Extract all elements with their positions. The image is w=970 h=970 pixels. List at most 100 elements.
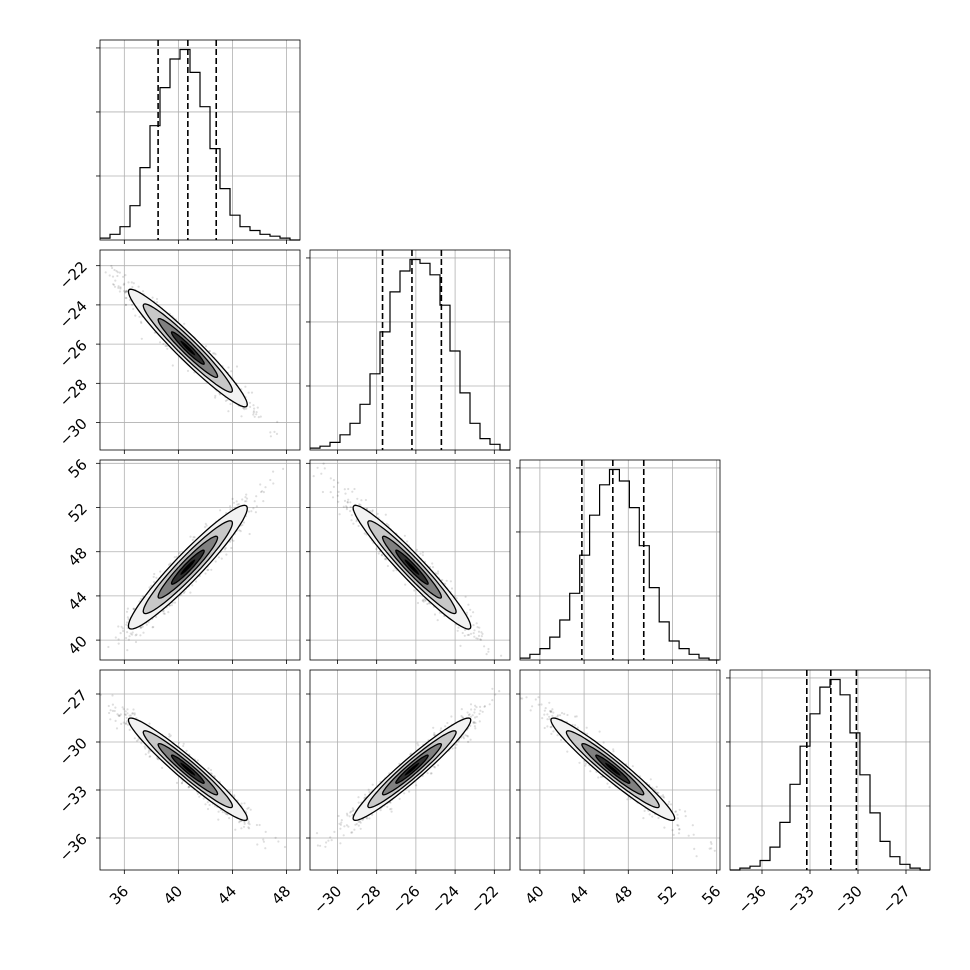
scatter-point xyxy=(117,625,120,628)
scatter-point xyxy=(148,755,151,758)
scatter-point xyxy=(217,556,220,559)
scatter-point xyxy=(473,635,476,638)
scatter-point xyxy=(248,827,251,830)
scatter-point xyxy=(415,548,418,552)
scatter-point xyxy=(253,500,256,503)
scatter-point xyxy=(243,802,246,805)
scatter-point xyxy=(98,657,100,659)
scatter-point xyxy=(364,793,367,796)
scatter-point xyxy=(429,772,432,775)
scatter-point xyxy=(230,546,233,550)
scatter-point xyxy=(162,609,165,613)
scatter-point xyxy=(473,721,476,724)
scatter-point xyxy=(144,747,147,750)
scatter-point xyxy=(124,296,127,299)
scatter-point xyxy=(129,632,132,635)
scatter-point xyxy=(464,628,467,632)
scatter-point xyxy=(192,536,195,539)
scatter-point xyxy=(167,611,170,614)
scatter-point xyxy=(478,626,481,629)
scatter-point xyxy=(437,570,440,573)
scatter-point xyxy=(226,813,229,816)
scatter-point xyxy=(343,488,346,491)
scatter-point xyxy=(169,734,172,737)
scatter-point xyxy=(145,623,148,626)
scatter-point xyxy=(147,621,150,624)
scatter-point xyxy=(94,257,96,259)
scatter-point xyxy=(208,350,212,353)
scatter-point xyxy=(155,576,158,579)
scatter-point xyxy=(239,819,242,823)
scatter-point xyxy=(277,840,280,843)
scatter-point xyxy=(67,229,69,231)
scatter-point xyxy=(228,817,231,820)
scatter-point xyxy=(125,289,128,292)
scatter-point xyxy=(139,626,143,630)
scatter-point xyxy=(355,822,358,826)
scatter-point xyxy=(449,580,452,583)
scatter-point xyxy=(427,602,431,605)
scatter-point xyxy=(240,827,243,830)
scatter-point xyxy=(274,836,277,839)
scatter-point xyxy=(469,738,472,741)
scatter-point xyxy=(269,478,272,482)
scatter-point xyxy=(481,632,484,636)
scatter-point xyxy=(455,597,458,600)
scatter-point xyxy=(217,810,220,813)
scatter-point xyxy=(358,503,361,506)
scatter-point xyxy=(120,625,123,628)
scatter-point xyxy=(182,744,185,748)
scatter-point xyxy=(431,566,435,569)
scatter-point xyxy=(168,604,171,607)
scatter-point xyxy=(141,290,145,293)
scatter-point xyxy=(350,519,353,522)
scatter-point xyxy=(147,749,150,753)
scatter-point xyxy=(219,509,222,512)
scatter-point xyxy=(122,708,125,711)
scatter-point xyxy=(426,602,429,606)
pair-panel-3 xyxy=(96,669,301,874)
scatter-point xyxy=(131,712,134,715)
scatter-point xyxy=(237,503,240,506)
scatter-point xyxy=(170,604,173,607)
scatter-point xyxy=(345,508,348,511)
scatter-point xyxy=(338,513,341,516)
scatter-point xyxy=(116,713,119,716)
scatter-point xyxy=(243,500,247,503)
scatter-point xyxy=(264,830,267,834)
scatter-point xyxy=(206,807,210,811)
scatter-point xyxy=(432,726,435,729)
scatter-point xyxy=(387,524,390,527)
scatter-point xyxy=(119,713,122,716)
scatter-point xyxy=(485,653,488,656)
scatter-point xyxy=(324,845,327,848)
scatter-point xyxy=(132,608,135,611)
scatter-point xyxy=(117,286,120,289)
scatter-point xyxy=(253,415,256,418)
scatter-point xyxy=(187,786,190,789)
scatter-point xyxy=(359,503,362,506)
scatter-point xyxy=(162,612,165,615)
scatter-point xyxy=(214,394,217,397)
scatter-point xyxy=(460,708,463,711)
axes-frame xyxy=(519,459,721,661)
scatter-point xyxy=(204,572,207,575)
scatter-point xyxy=(254,511,257,514)
scatter-point xyxy=(125,720,129,723)
scatter-point xyxy=(423,597,426,600)
scatter-point xyxy=(228,790,232,793)
contour-line xyxy=(157,535,219,599)
scatter-point xyxy=(210,772,213,776)
scatter-point xyxy=(125,716,128,719)
scatter-point xyxy=(351,814,354,817)
scatter-point xyxy=(230,538,233,541)
scatter-point xyxy=(189,591,192,594)
scatter-point xyxy=(256,406,259,409)
scatter-point xyxy=(255,823,258,827)
scatter-point xyxy=(433,613,437,616)
scatter-point xyxy=(276,420,279,423)
scatter-point xyxy=(203,526,207,529)
axes-frame xyxy=(99,249,301,451)
scatter-point xyxy=(247,822,250,825)
scatter-point xyxy=(124,722,128,725)
